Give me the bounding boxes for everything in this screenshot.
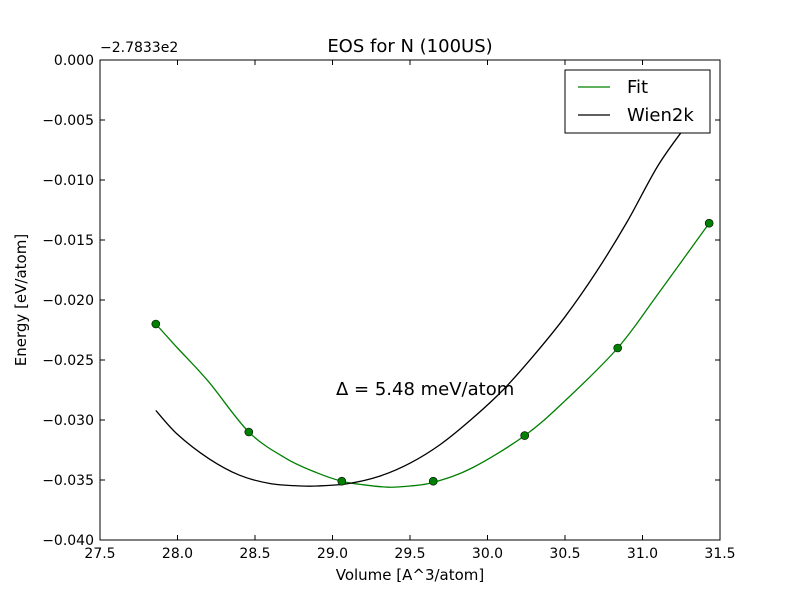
- data-point-2: [337, 476, 347, 486]
- x-tick-label: 30.0: [472, 546, 503, 562]
- x-tick-label: 31.5: [704, 546, 735, 562]
- marker-layer: [151, 218, 714, 486]
- x-tick-label: 31.0: [627, 546, 658, 562]
- y-offset-label: −2.7833e2: [100, 40, 178, 56]
- y-tick-label: −0.015: [42, 233, 94, 249]
- chart-title: EOS for N (100US): [327, 36, 492, 57]
- x-tick-label: 28.5: [239, 546, 270, 562]
- x-tick-label: 28.0: [162, 546, 193, 562]
- delta-annotation: Δ = 5.48 meV/atom: [336, 379, 514, 400]
- series-line-wien2k: [155, 125, 687, 487]
- x-tick-label: 27.5: [84, 546, 115, 562]
- data-point-6: [704, 218, 714, 228]
- x-tick-label: 29.5: [394, 546, 425, 562]
- y-tick-label: −0.010: [42, 173, 94, 189]
- legend-label-fit: Fit: [627, 77, 648, 98]
- y-axis-label: Energy [eV/atom]: [12, 234, 30, 366]
- data-point-1: [244, 427, 254, 437]
- data-point-4: [520, 431, 530, 440]
- series-line-fit: [155, 222, 710, 488]
- legend-box: [564, 69, 711, 134]
- y-tick-label: −0.040: [42, 533, 94, 549]
- data-point-3: [428, 476, 438, 486]
- tick-layer: 27.5 28.0 28.5 29.0 29.5 30.0 30.5 31.0 31.5 0.00…: [42, 53, 735, 562]
- y-tick-label: −0.005: [42, 113, 94, 129]
- x-tick-label: 29.0: [317, 546, 348, 562]
- x-axis-label: Volume [A^3/atom]: [336, 566, 485, 584]
- legend-label-wien2k: Wien2k: [627, 105, 694, 126]
- data-point-5: [613, 343, 623, 353]
- y-tick-label: −0.025: [42, 353, 94, 369]
- legend: Fit Wien2k: [564, 69, 711, 134]
- series-layer: [155, 125, 710, 488]
- y-tick-label: −0.030: [42, 413, 94, 429]
- y-tick-label: −0.020: [42, 293, 94, 309]
- y-tick-label: 0.000: [54, 53, 94, 69]
- x-tick-label: 30.5: [549, 546, 580, 562]
- data-point-0: [151, 319, 161, 329]
- y-tick-label: −0.035: [42, 473, 94, 489]
